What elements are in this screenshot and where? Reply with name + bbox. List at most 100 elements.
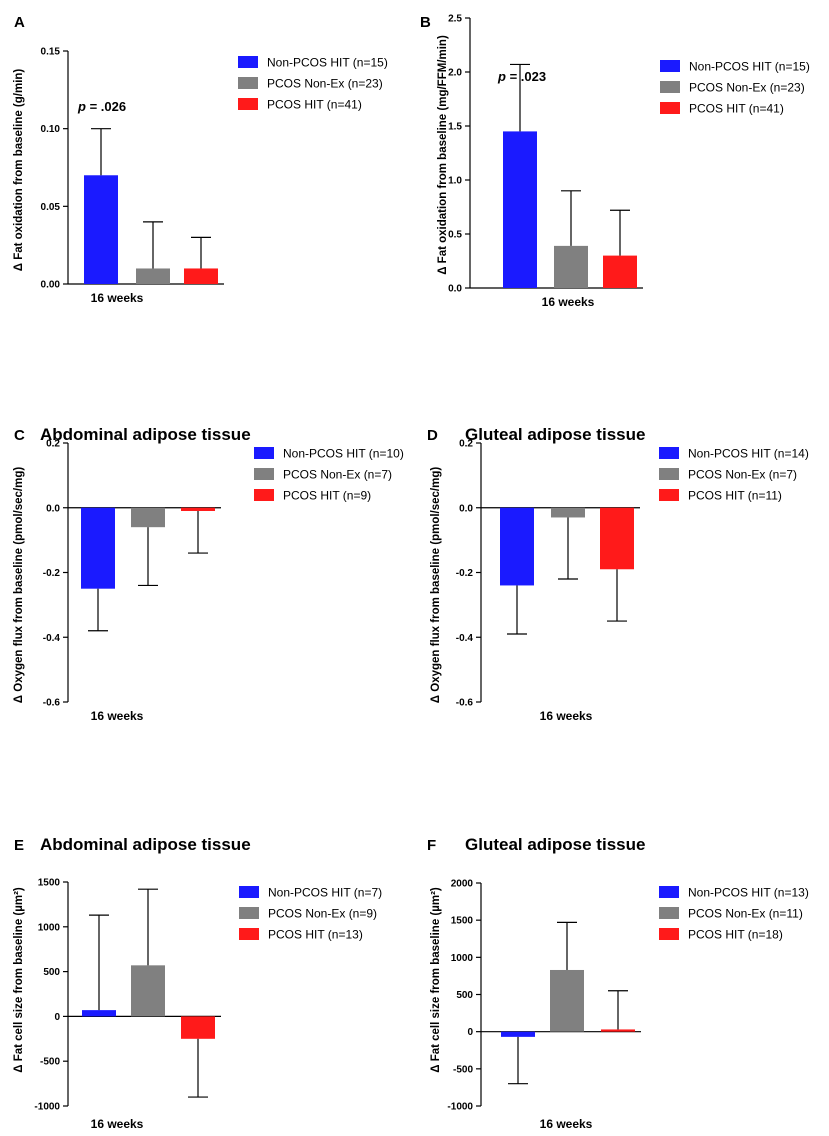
legend-swatch xyxy=(659,886,679,898)
y-tick-label: 2000 xyxy=(451,879,474,890)
bar xyxy=(84,175,118,284)
panel-c: C Abdominal adipose tissue -0.6 -0.4 -0.2 0.0… xyxy=(13,425,404,723)
y-tick-label: 1500 xyxy=(451,916,474,927)
x-axis-label: 16 weeks xyxy=(91,291,144,305)
legend-swatch xyxy=(659,489,679,501)
legend-swatch xyxy=(254,489,274,501)
legend-swatch xyxy=(659,907,679,919)
legend-label: PCOS HIT (n=41) xyxy=(689,102,784,116)
x-axis-label: 16 weeks xyxy=(91,1117,144,1131)
y-tick-label: -0.4 xyxy=(456,633,474,644)
y-tick-label: -500 xyxy=(453,1064,473,1075)
y-tick-label: 0.5 xyxy=(448,230,462,241)
y-tick-label: 0.2 xyxy=(459,439,473,450)
bar xyxy=(500,507,534,586)
y-tick-label: 500 xyxy=(43,967,60,978)
bar xyxy=(181,507,215,511)
chart-title: Gluteal adipose tissue xyxy=(465,425,645,444)
y-tick-label: 0.0 xyxy=(448,284,462,295)
y-tick-label: -0.2 xyxy=(456,568,474,579)
y-tick-label: 1.5 xyxy=(448,122,462,133)
bar xyxy=(82,1010,116,1017)
x-axis-label: 16 weeks xyxy=(540,709,593,723)
y-tick-label: -0.2 xyxy=(43,568,61,579)
bar xyxy=(184,268,218,284)
x-axis-label: 16 weeks xyxy=(542,295,595,309)
legend-label: PCOS HIT (n=13) xyxy=(268,928,363,942)
bar xyxy=(600,507,634,570)
panel-letter: D xyxy=(427,427,438,444)
y-axis-label: Δ Fat cell size from baseline (µm²) xyxy=(430,887,442,1073)
y-tick-label: 0.00 xyxy=(41,280,61,291)
y-tick-label: -1000 xyxy=(447,1102,473,1113)
bar xyxy=(501,1031,535,1037)
x-axis-label: 16 weeks xyxy=(91,709,144,723)
x-axis-label: 16 weeks xyxy=(540,1117,593,1131)
legend-swatch xyxy=(660,102,680,114)
legend-swatch xyxy=(239,907,259,919)
y-tick-label: 0.2 xyxy=(46,439,60,450)
legend-swatch xyxy=(660,81,680,93)
y-tick-label: -1000 xyxy=(34,1102,60,1113)
legend-swatch xyxy=(659,468,679,480)
panel-letter: B xyxy=(420,14,431,31)
legend-label: Non-PCOS HIT (n=15) xyxy=(689,60,810,74)
legend-label: PCOS HIT (n=41) xyxy=(267,98,362,112)
legend-swatch xyxy=(660,60,680,72)
p-value-annotation: p = .026 xyxy=(77,99,126,114)
bar xyxy=(503,131,537,288)
y-tick-label: 0.10 xyxy=(41,124,61,135)
y-tick-label: 1.0 xyxy=(448,176,462,187)
legend-label: PCOS HIT (n=18) xyxy=(688,928,783,942)
legend-label: Non-PCOS HIT (n=13) xyxy=(688,886,809,900)
legend-swatch xyxy=(239,886,259,898)
legend-label: PCOS Non-Ex (n=7) xyxy=(283,468,392,482)
y-tick-label: 1000 xyxy=(38,922,61,933)
y-tick-label: -0.4 xyxy=(43,633,61,644)
y-axis-label: Δ Fat cell size from baseline (µm²) xyxy=(13,887,25,1073)
bar xyxy=(550,969,584,1032)
p-value-annotation: p = .023 xyxy=(497,69,546,84)
panel-d: D Gluteal adipose tissue -0.6 -0.4 -0.2 0.0 0.… xyxy=(427,425,809,723)
panel-letter: A xyxy=(14,14,25,31)
y-axis-label: Δ Fat oxidation from baseline (mg/FFM/mi… xyxy=(437,35,449,275)
y-axis-label: Δ Oxygen flux from baseline (pmol/sec/mg… xyxy=(13,467,25,704)
y-tick-label: 0.0 xyxy=(459,503,473,514)
legend-label: Non-PCOS HIT (n=7) xyxy=(268,886,382,900)
panel-letter: F xyxy=(427,837,436,854)
legend-label: PCOS Non-Ex (n=23) xyxy=(689,81,805,95)
y-tick-label: 0.05 xyxy=(41,202,61,213)
y-tick-label: -0.6 xyxy=(456,698,474,709)
panel-f: F Gluteal adipose tissue -1000 -500 0 500 1000… xyxy=(427,835,809,1131)
y-tick-label: -0.6 xyxy=(43,698,61,709)
panel-letter: E xyxy=(14,837,24,854)
bar xyxy=(81,507,115,589)
panel-a: A 0.00 0.05 0.10 0.15 Δ Fat oxidation from ba… xyxy=(13,14,388,305)
y-tick-label: 0 xyxy=(54,1012,60,1023)
legend-label: Non-PCOS HIT (n=10) xyxy=(283,447,404,461)
legend-label: PCOS Non-Ex (n=9) xyxy=(268,907,377,921)
bar xyxy=(131,507,165,528)
y-axis-label: Δ Fat oxidation from baseline (g/min) xyxy=(13,69,25,272)
bar xyxy=(131,965,165,1017)
y-tick-label: -500 xyxy=(40,1057,60,1068)
y-tick-label: 0.0 xyxy=(46,503,60,514)
legend-label: PCOS Non-Ex (n=7) xyxy=(688,468,797,482)
legend-swatch xyxy=(254,447,274,459)
y-tick-label: 2.0 xyxy=(448,68,462,79)
legend-label: PCOS Non-Ex (n=11) xyxy=(688,907,803,921)
chart-title: Abdominal adipose tissue xyxy=(40,835,251,854)
y-tick-label: 1000 xyxy=(451,953,474,964)
legend-label: PCOS HIT (n=11) xyxy=(688,489,782,503)
legend-swatch xyxy=(238,56,258,68)
bar xyxy=(554,245,588,288)
legend-label: PCOS Non-Ex (n=23) xyxy=(267,77,383,91)
bar xyxy=(603,255,637,288)
y-tick-label: 0.15 xyxy=(41,47,61,58)
y-tick-label: 1500 xyxy=(38,878,61,889)
panel-e: E Abdominal adipose tissue -1000 -500 0 500 10… xyxy=(13,835,382,1131)
y-axis-label: Δ Oxygen flux from baseline (pmol/sec/mg… xyxy=(430,467,442,704)
chart-title: Abdominal adipose tissue xyxy=(40,425,251,444)
legend-label: Non-PCOS HIT (n=14) xyxy=(688,447,809,461)
legend-swatch xyxy=(659,447,679,459)
